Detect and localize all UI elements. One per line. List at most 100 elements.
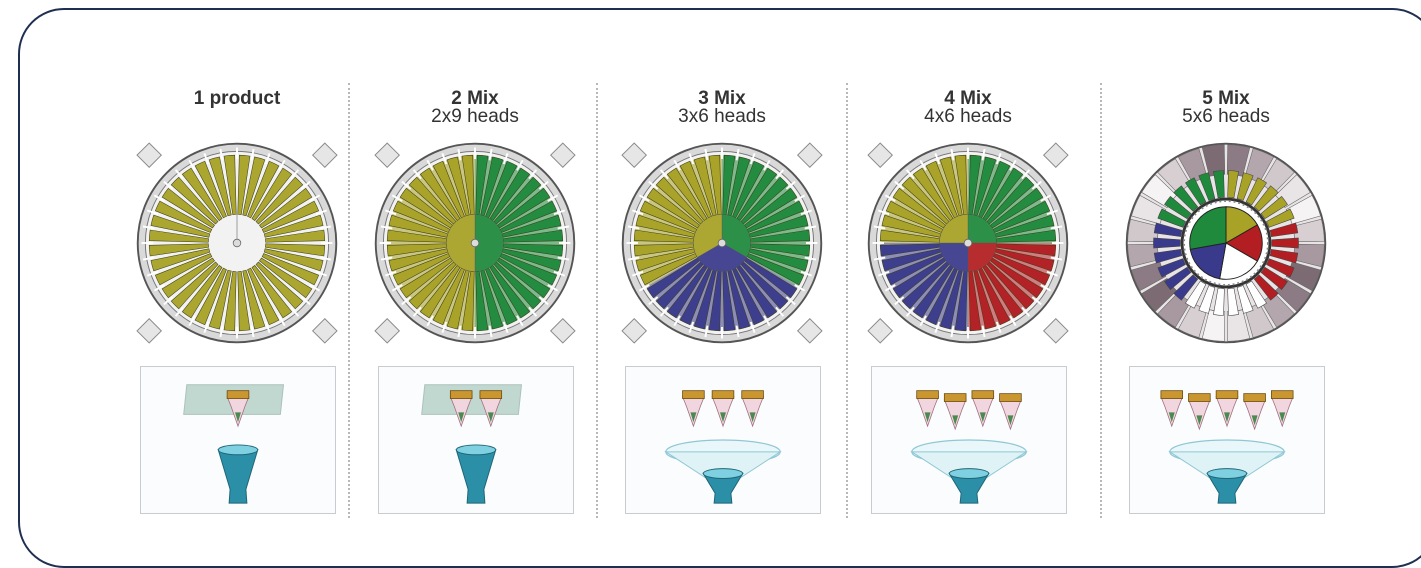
frame-corner-bracket xyxy=(796,142,823,169)
column-divider xyxy=(846,83,848,518)
rim-spike xyxy=(300,296,311,306)
chute-opening xyxy=(1206,468,1248,479)
weigh-bucket-hopper xyxy=(682,390,705,399)
rim-spike xyxy=(804,256,817,261)
rim-spike xyxy=(785,296,796,306)
weigh-head-blade xyxy=(1185,177,1207,206)
weigher-head-layout-wheel xyxy=(374,142,576,344)
rim-spike xyxy=(426,159,434,171)
weigh-head-blade xyxy=(1213,170,1225,199)
rim-spike xyxy=(934,321,941,334)
weigh-bucket-hopper xyxy=(1270,390,1294,399)
weigh-head-blade xyxy=(1236,172,1254,201)
weigh-head-blade xyxy=(148,243,210,257)
rim-spike xyxy=(391,194,403,202)
rim-spike xyxy=(905,306,915,317)
rim-spike xyxy=(894,296,905,306)
rim-spike xyxy=(749,321,756,334)
rim-spike xyxy=(174,169,184,180)
rim-spike xyxy=(735,325,740,338)
column-3-mix: 3 Mix 3x6 heads xyxy=(607,0,837,554)
weigh-head-blade xyxy=(1271,237,1299,249)
rim-spike xyxy=(638,284,650,292)
rim-spike xyxy=(638,194,650,202)
rim-spike xyxy=(775,306,785,317)
rim-spike xyxy=(1021,169,1031,180)
discharge-illustration xyxy=(140,366,336,514)
weigh-head-blade xyxy=(263,248,324,272)
rim-spike xyxy=(300,180,311,190)
weigh-head-blade xyxy=(170,176,219,225)
product-drop xyxy=(235,412,241,423)
rim-spike xyxy=(1040,194,1052,202)
weigh-head-blade xyxy=(170,261,219,310)
outer-panel xyxy=(1127,218,1160,243)
rim-spike xyxy=(264,321,271,334)
rim-spike xyxy=(153,284,165,292)
center-hub-sector xyxy=(446,214,476,272)
product-sector xyxy=(645,243,799,331)
rim-spike xyxy=(384,209,397,216)
weigh-head-blade xyxy=(259,257,313,299)
center-hub xyxy=(963,238,973,248)
weigh-head-blade xyxy=(1157,258,1186,278)
collating-plate xyxy=(421,384,523,415)
outer-panel xyxy=(1292,243,1325,268)
weigh-bucket-hopper xyxy=(999,393,1022,402)
weigh-head-blade xyxy=(264,243,326,257)
rim-spike xyxy=(648,180,659,190)
rim-spike xyxy=(163,180,174,190)
rim-spike xyxy=(502,321,509,334)
rim-spike xyxy=(763,159,771,171)
rim-spike xyxy=(538,296,549,306)
weigh-bucket-hopper xyxy=(1160,390,1184,399)
weigh-bucket-hopper xyxy=(971,390,995,399)
weigh-bucket-hopper xyxy=(741,390,764,399)
rim-spike xyxy=(919,315,927,327)
weigh-head-blade xyxy=(1269,249,1299,264)
weigh-head-blade xyxy=(208,269,232,330)
rim-spike xyxy=(919,159,927,171)
weigh-head-blade xyxy=(261,200,320,233)
weigh-bucket-hopper xyxy=(1243,393,1266,402)
center-pie-slice xyxy=(1189,242,1227,280)
rim-spike xyxy=(775,169,785,180)
frame-corner-bracket xyxy=(867,142,894,169)
dotted-ring-inner xyxy=(1183,200,1269,286)
rim-spike xyxy=(688,321,695,334)
weigh-head-blade xyxy=(1260,266,1288,291)
outer-panel xyxy=(1177,148,1208,184)
column-divider xyxy=(1100,83,1102,518)
rim-spike xyxy=(219,325,224,338)
rim-spike xyxy=(401,296,412,306)
rim-spike xyxy=(528,306,538,317)
column-title: 1 product xyxy=(193,88,281,109)
rim-spike xyxy=(553,209,566,216)
weigh-head-blade xyxy=(181,167,223,221)
weigher-head-layout-wheel xyxy=(867,142,1069,344)
outer-panel xyxy=(1244,302,1275,338)
weigh-head-blade xyxy=(1236,285,1254,314)
column-title: 3 Mix xyxy=(698,88,746,109)
weigh-head-blade xyxy=(237,154,251,216)
product-drop xyxy=(487,412,494,423)
chute-opening xyxy=(217,444,259,456)
rim-spike xyxy=(1031,296,1042,306)
rim-spike xyxy=(1031,180,1042,190)
frame-corner-bracket xyxy=(549,317,576,344)
rim-spike xyxy=(250,325,255,338)
rim-spike xyxy=(142,256,155,261)
rim-spike xyxy=(391,284,403,292)
rim-spike xyxy=(735,148,740,161)
center-hub-sector xyxy=(967,242,997,272)
rim-spike xyxy=(278,315,286,327)
rim-spike xyxy=(1009,159,1017,171)
rim-spike xyxy=(800,270,813,277)
rim-spike xyxy=(877,209,890,216)
frame-corner-bracket xyxy=(311,317,338,344)
rim-spike xyxy=(174,306,184,317)
weigh-head-blade xyxy=(1245,177,1267,206)
rim-spike xyxy=(315,209,328,216)
column-5-mix: 5 Mix 5x6 heads xyxy=(1111,0,1341,554)
weigh-head-blade xyxy=(247,267,280,326)
